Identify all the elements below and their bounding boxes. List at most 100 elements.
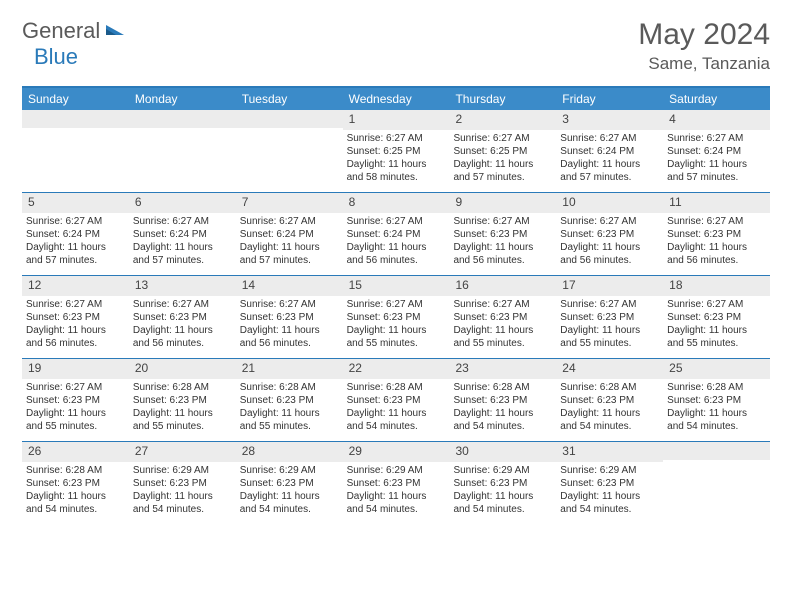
day-number: 29 — [343, 442, 450, 462]
day-cell: 22Sunrise: 6:28 AMSunset: 6:23 PMDayligh… — [343, 359, 450, 441]
sunrise-text: Sunrise: 6:27 AM — [347, 132, 446, 145]
day-number: 28 — [236, 442, 343, 462]
daylight-text: Daylight: 11 hours and 57 minutes. — [667, 158, 766, 184]
sunrise-text: Sunrise: 6:27 AM — [133, 298, 232, 311]
sunrise-text: Sunrise: 6:27 AM — [667, 132, 766, 145]
sunset-text: Sunset: 6:25 PM — [347, 145, 446, 158]
sunset-text: Sunset: 6:24 PM — [26, 228, 125, 241]
day-number — [22, 110, 129, 128]
sunrise-text: Sunrise: 6:28 AM — [26, 464, 125, 477]
daylight-text: Daylight: 11 hours and 57 minutes. — [240, 241, 339, 267]
daylight-text: Daylight: 11 hours and 55 minutes. — [240, 407, 339, 433]
day-body: Sunrise: 6:28 AMSunset: 6:23 PMDaylight:… — [129, 379, 236, 437]
day-body: Sunrise: 6:27 AMSunset: 6:25 PMDaylight:… — [449, 130, 556, 188]
day-body: Sunrise: 6:27 AMSunset: 6:23 PMDaylight:… — [22, 379, 129, 437]
day-number: 31 — [556, 442, 663, 462]
sunset-text: Sunset: 6:23 PM — [347, 311, 446, 324]
daylight-text: Daylight: 11 hours and 56 minutes. — [347, 241, 446, 267]
sunrise-text: Sunrise: 6:27 AM — [347, 215, 446, 228]
day-cell — [129, 110, 236, 192]
daylight-text: Daylight: 11 hours and 54 minutes. — [667, 407, 766, 433]
day-cell: 6Sunrise: 6:27 AMSunset: 6:24 PMDaylight… — [129, 193, 236, 275]
sunrise-text: Sunrise: 6:29 AM — [347, 464, 446, 477]
sunrise-text: Sunrise: 6:29 AM — [560, 464, 659, 477]
sunrise-text: Sunrise: 6:27 AM — [453, 215, 552, 228]
sunrise-text: Sunrise: 6:28 AM — [347, 381, 446, 394]
day-number: 20 — [129, 359, 236, 379]
weekday-row: Sunday Monday Tuesday Wednesday Thursday… — [22, 88, 770, 110]
day-number: 7 — [236, 193, 343, 213]
day-body: Sunrise: 6:28 AMSunset: 6:23 PMDaylight:… — [236, 379, 343, 437]
sunrise-text: Sunrise: 6:28 AM — [560, 381, 659, 394]
day-number: 22 — [343, 359, 450, 379]
day-number: 6 — [129, 193, 236, 213]
day-number: 21 — [236, 359, 343, 379]
daylight-text: Daylight: 11 hours and 56 minutes. — [133, 324, 232, 350]
day-number: 12 — [22, 276, 129, 296]
day-number: 8 — [343, 193, 450, 213]
day-body: Sunrise: 6:27 AMSunset: 6:23 PMDaylight:… — [343, 296, 450, 354]
sunset-text: Sunset: 6:23 PM — [240, 311, 339, 324]
day-cell: 20Sunrise: 6:28 AMSunset: 6:23 PMDayligh… — [129, 359, 236, 441]
daylight-text: Daylight: 11 hours and 54 minutes. — [560, 407, 659, 433]
day-body: Sunrise: 6:29 AMSunset: 6:23 PMDaylight:… — [449, 462, 556, 520]
weeks-container: 1Sunrise: 6:27 AMSunset: 6:25 PMDaylight… — [22, 110, 770, 524]
weekday-wed: Wednesday — [343, 88, 450, 110]
sunset-text: Sunset: 6:23 PM — [667, 228, 766, 241]
sunrise-text: Sunrise: 6:27 AM — [240, 298, 339, 311]
day-body: Sunrise: 6:27 AMSunset: 6:24 PMDaylight:… — [236, 213, 343, 271]
sunrise-text: Sunrise: 6:27 AM — [133, 215, 232, 228]
day-cell: 12Sunrise: 6:27 AMSunset: 6:23 PMDayligh… — [22, 276, 129, 358]
sunset-text: Sunset: 6:23 PM — [560, 394, 659, 407]
day-body: Sunrise: 6:27 AMSunset: 6:23 PMDaylight:… — [236, 296, 343, 354]
day-cell: 2Sunrise: 6:27 AMSunset: 6:25 PMDaylight… — [449, 110, 556, 192]
day-number: 5 — [22, 193, 129, 213]
sunset-text: Sunset: 6:24 PM — [240, 228, 339, 241]
day-body: Sunrise: 6:27 AMSunset: 6:25 PMDaylight:… — [343, 130, 450, 188]
day-cell: 15Sunrise: 6:27 AMSunset: 6:23 PMDayligh… — [343, 276, 450, 358]
day-cell: 8Sunrise: 6:27 AMSunset: 6:24 PMDaylight… — [343, 193, 450, 275]
day-body: Sunrise: 6:27 AMSunset: 6:24 PMDaylight:… — [663, 130, 770, 188]
day-cell: 4Sunrise: 6:27 AMSunset: 6:24 PMDaylight… — [663, 110, 770, 192]
sunset-text: Sunset: 6:23 PM — [26, 477, 125, 490]
day-cell: 19Sunrise: 6:27 AMSunset: 6:23 PMDayligh… — [22, 359, 129, 441]
day-body: Sunrise: 6:27 AMSunset: 6:23 PMDaylight:… — [22, 296, 129, 354]
sunset-text: Sunset: 6:24 PM — [560, 145, 659, 158]
day-cell: 10Sunrise: 6:27 AMSunset: 6:23 PMDayligh… — [556, 193, 663, 275]
flag-icon — [106, 21, 126, 42]
sunrise-text: Sunrise: 6:28 AM — [453, 381, 552, 394]
daylight-text: Daylight: 11 hours and 54 minutes. — [26, 490, 125, 516]
daylight-text: Daylight: 11 hours and 54 minutes. — [347, 407, 446, 433]
day-number: 19 — [22, 359, 129, 379]
daylight-text: Daylight: 11 hours and 57 minutes. — [560, 158, 659, 184]
day-cell: 18Sunrise: 6:27 AMSunset: 6:23 PMDayligh… — [663, 276, 770, 358]
day-cell — [663, 442, 770, 524]
sunrise-text: Sunrise: 6:27 AM — [26, 381, 125, 394]
sunrise-text: Sunrise: 6:27 AM — [667, 215, 766, 228]
daylight-text: Daylight: 11 hours and 54 minutes. — [453, 490, 552, 516]
daylight-text: Daylight: 11 hours and 55 minutes. — [347, 324, 446, 350]
day-cell: 27Sunrise: 6:29 AMSunset: 6:23 PMDayligh… — [129, 442, 236, 524]
day-cell: 9Sunrise: 6:27 AMSunset: 6:23 PMDaylight… — [449, 193, 556, 275]
month-title: May 2024 — [638, 18, 770, 52]
sunset-text: Sunset: 6:23 PM — [26, 394, 125, 407]
sunset-text: Sunset: 6:23 PM — [133, 477, 232, 490]
day-number: 26 — [22, 442, 129, 462]
sunrise-text: Sunrise: 6:27 AM — [347, 298, 446, 311]
day-cell: 24Sunrise: 6:28 AMSunset: 6:23 PMDayligh… — [556, 359, 663, 441]
day-cell: 23Sunrise: 6:28 AMSunset: 6:23 PMDayligh… — [449, 359, 556, 441]
sunset-text: Sunset: 6:23 PM — [347, 477, 446, 490]
day-cell: 28Sunrise: 6:29 AMSunset: 6:23 PMDayligh… — [236, 442, 343, 524]
day-number: 13 — [129, 276, 236, 296]
daylight-text: Daylight: 11 hours and 56 minutes. — [26, 324, 125, 350]
weekday-fri: Friday — [556, 88, 663, 110]
sunrise-text: Sunrise: 6:28 AM — [667, 381, 766, 394]
day-body: Sunrise: 6:27 AMSunset: 6:24 PMDaylight:… — [343, 213, 450, 271]
day-cell: 25Sunrise: 6:28 AMSunset: 6:23 PMDayligh… — [663, 359, 770, 441]
daylight-text: Daylight: 11 hours and 56 minutes. — [240, 324, 339, 350]
logo-text-blue: Blue — [34, 44, 78, 69]
logo-text-blue-wrap: Blue — [34, 44, 78, 70]
sunrise-text: Sunrise: 6:27 AM — [560, 298, 659, 311]
day-number: 9 — [449, 193, 556, 213]
day-body: Sunrise: 6:29 AMSunset: 6:23 PMDaylight:… — [343, 462, 450, 520]
